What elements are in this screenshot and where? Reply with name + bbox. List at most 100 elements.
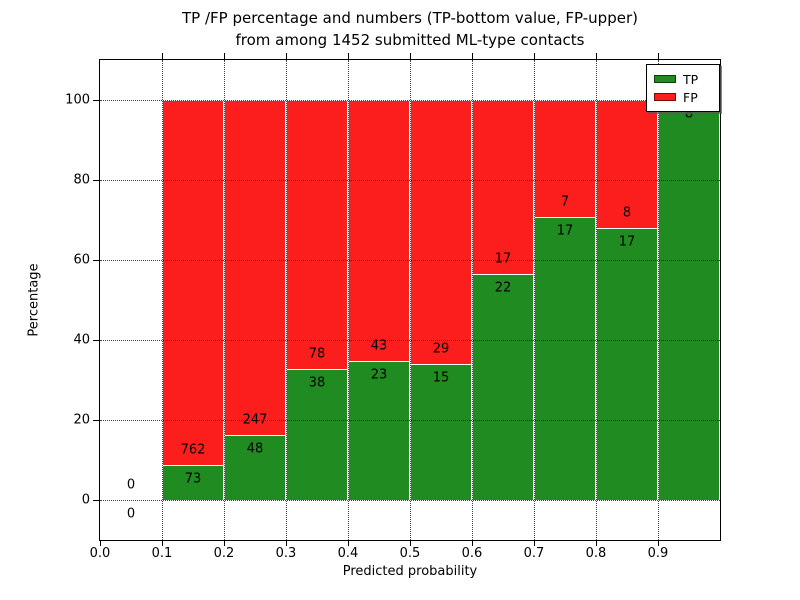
bar-segment-tp: [162, 465, 224, 500]
x-tick-mark: [472, 540, 473, 546]
bar-segment-tp: [410, 363, 472, 500]
bar-count-label-fp: 8: [622, 205, 632, 221]
bar-segment-fp: [596, 100, 658, 228]
bar-segment-fp: [348, 100, 410, 361]
bar-count-label-fp: 762: [180, 442, 206, 458]
x-tick-mark-top: [162, 53, 163, 59]
x-tick-mark-top: [658, 53, 659, 59]
x-tick-label: 0.6: [461, 546, 483, 561]
bar-count-label-tp: 15: [432, 370, 450, 386]
legend-entry-tp: TP: [654, 71, 712, 87]
bar-segment-fp: [286, 100, 348, 369]
bar-count-label-tp: 73: [184, 471, 202, 487]
x-tick-mark: [410, 540, 411, 546]
grid-line-vertical: [472, 60, 473, 540]
x-tick-mark: [348, 540, 349, 546]
grid-line-horizontal: [100, 180, 720, 181]
grid-line-vertical: [348, 60, 349, 540]
x-tick-label: 0.3: [275, 546, 297, 561]
x-tick-mark: [534, 540, 535, 546]
legend-swatch-fp: [654, 93, 676, 101]
x-tick-mark: [162, 540, 163, 546]
y-tick-mark: [93, 260, 99, 261]
legend-label-fp: FP: [683, 89, 698, 105]
grid-line-vertical: [162, 60, 163, 540]
grid-line-vertical: [534, 60, 535, 540]
bar-count-label-tp: 0: [126, 506, 136, 522]
x-tick-mark-top: [596, 53, 597, 59]
grid-line-horizontal: [100, 340, 720, 341]
x-tick-mark-top: [410, 53, 411, 59]
y-tick-label: 0: [81, 492, 90, 508]
bar-count-label-tp: 48: [246, 441, 264, 457]
x-tick-label: 0.9: [647, 546, 669, 561]
grid-line-vertical: [658, 60, 659, 540]
x-tick-mark-top: [286, 53, 287, 59]
bar-segment-tp: [224, 434, 286, 500]
plot-area: 0.0 0.1 0.2 0.3 0.4 0.5 0.6 0.7 0.8 0.9 0 20 40 60 80 1…: [65, 53, 721, 561]
grid-line-horizontal: [100, 260, 720, 261]
bar-count-label-fp: 247: [242, 412, 268, 428]
x-tick-mark-top: [534, 53, 535, 59]
legend: TP FP: [646, 64, 720, 112]
bar-segment-fp: [162, 100, 224, 466]
x-tick-mark: [596, 540, 597, 546]
y-tick-label: 40: [73, 332, 90, 348]
grid-line-vertical: [224, 60, 225, 540]
y-tick-label: 100: [65, 92, 90, 108]
x-tick-label: 0.8: [585, 546, 607, 561]
y-tick-mark: [93, 420, 99, 421]
grid-line-vertical: [410, 60, 411, 540]
bar-count-label-fp: 0: [126, 477, 136, 493]
legend-swatch-tp: [654, 75, 676, 83]
chart-title-line2: from among 1452 submitted ML-type contac…: [235, 31, 585, 49]
x-tick-label: 0.2: [213, 546, 235, 561]
bar-segment-tp: [658, 100, 720, 500]
bar-segment-fp: [472, 100, 534, 275]
legend-label-tp: TP: [683, 71, 699, 87]
x-axis-label: Predicted probability: [342, 564, 478, 579]
bar-count-label-tp: 23: [370, 367, 388, 383]
y-tick-label: 80: [73, 172, 90, 188]
x-tick-mark-top: [348, 53, 349, 59]
y-tick-label: 60: [73, 252, 90, 268]
bar-count-label-tp: 38: [308, 375, 326, 391]
bar-segment-tp: [472, 274, 534, 500]
x-tick-mark-top: [472, 53, 473, 59]
y-tick-mark: [93, 340, 99, 341]
chart-title: TP /FP percentage and numbers (TP-bottom…: [100, 7, 720, 51]
bar-count-label-tp: 22: [494, 280, 512, 296]
x-tick-mark: [286, 540, 287, 546]
bar-count-label-fp: 29: [432, 341, 450, 357]
y-tick-label: 20: [73, 412, 90, 428]
bar-count-label-tp: 17: [556, 223, 574, 239]
grid-line-horizontal: [100, 100, 720, 101]
grid-line-horizontal: [100, 420, 720, 421]
bar-count-label-fp: 7: [560, 194, 570, 210]
x-tick-label: 0.0: [89, 546, 111, 561]
bar-count-label-fp: 43: [370, 338, 388, 354]
bar-segment-tp: [286, 368, 348, 500]
x-tick-mark-top: [224, 53, 225, 59]
x-tick-mark: [100, 540, 101, 546]
bar-segment-tp: [534, 216, 596, 500]
x-tick-mark: [224, 540, 225, 546]
x-tick-label: 0.7: [523, 546, 545, 561]
bar-segment-fp: [534, 100, 596, 217]
x-tick-label: 0.1: [151, 546, 173, 561]
y-tick-mark: [93, 100, 99, 101]
bar-count-label-fp: 78: [308, 346, 326, 362]
chart-title-line1: TP /FP percentage and numbers (TP-bottom…: [182, 9, 638, 27]
bar-segment-fp: [224, 100, 286, 435]
y-axis-label: Percentage: [26, 263, 42, 337]
x-tick-mark: [658, 540, 659, 546]
legend-entry-fp: FP: [654, 89, 712, 105]
grid-line-vertical: [596, 60, 597, 540]
bar-segment-tp: [348, 360, 410, 500]
x-tick-label: 0.5: [399, 546, 421, 561]
bar-count-label-tp: 8: [684, 106, 694, 122]
bar-segment-fp: [410, 100, 472, 364]
x-tick-label: 0.4: [337, 546, 359, 561]
bar-segment-tp: [596, 228, 658, 500]
y-tick-mark: [93, 180, 99, 181]
